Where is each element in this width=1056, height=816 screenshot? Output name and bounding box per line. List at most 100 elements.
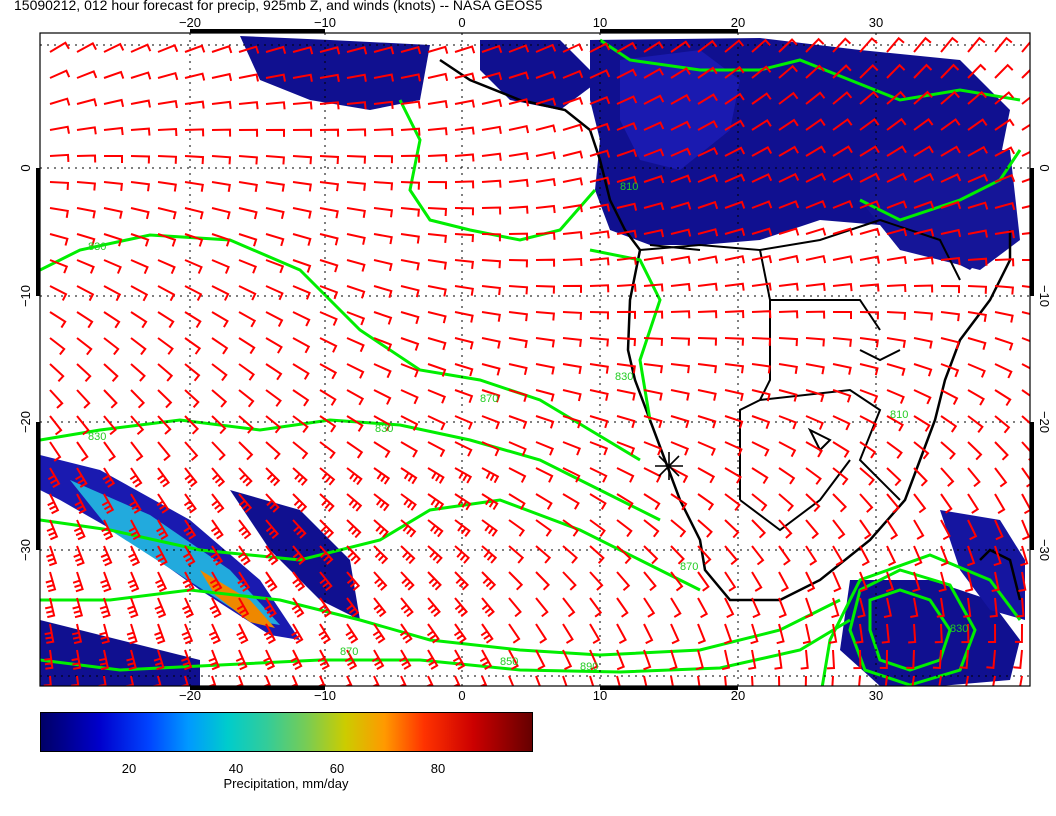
colorbar-container <box>40 712 533 752</box>
wind-barb-icon <box>724 571 737 592</box>
wind-barb-icon <box>643 363 664 374</box>
wind-barb-icon <box>751 173 773 183</box>
lon-label: −10 <box>314 15 336 30</box>
wind-barb-icon <box>859 63 879 79</box>
wind-barb-icon <box>724 441 743 457</box>
wind-barb-icon <box>697 255 719 264</box>
wind-barb-icon <box>238 155 258 165</box>
wind-barb-icon <box>643 310 664 319</box>
wind-barb-icon <box>616 41 637 53</box>
wind-barb-icon <box>454 545 471 564</box>
wind-barb-icon <box>589 230 610 239</box>
wind-barb-icon <box>616 389 636 401</box>
wind-barb-icon <box>832 415 851 431</box>
wind-barb-icon <box>481 337 501 349</box>
wind-barb-icon <box>940 36 959 53</box>
wind-barb-icon <box>778 493 795 512</box>
wind-barb-icon <box>427 99 448 109</box>
wind-barb-icon <box>940 173 962 183</box>
wind-barb-icon <box>238 337 256 355</box>
wind-barb-icon <box>454 233 475 243</box>
colorbar-tick: 20 <box>121 761 137 776</box>
wind-barb-icon <box>102 467 116 488</box>
wind-barb-icon <box>319 233 339 246</box>
wind-barb-icon <box>319 545 334 565</box>
wind-barb-icon <box>963 597 972 618</box>
wind-barb-icon <box>400 441 418 458</box>
wind-barb-icon <box>211 259 230 274</box>
wind-barb-icon <box>940 145 961 157</box>
wind-barb-icon <box>346 73 367 82</box>
wind-barb-icon <box>913 228 935 237</box>
wind-barb-icon <box>832 493 848 513</box>
wind-barb-icon <box>508 151 529 161</box>
wind-barb-icon <box>238 389 255 408</box>
wind-barb-icon <box>932 649 942 670</box>
wind-barb-icon <box>157 311 175 329</box>
precip-se-low <box>840 580 1020 686</box>
wind-barb-icon <box>832 545 844 566</box>
wind-barb-icon <box>346 155 367 164</box>
wind-barb-icon <box>184 363 201 382</box>
wind-barb-icon <box>130 311 148 329</box>
wind-barb-icon <box>454 571 470 591</box>
wind-barb-icon <box>427 45 449 54</box>
wind-barb-icon <box>508 519 525 537</box>
wind-barb-icon <box>319 207 339 219</box>
wind-barb-icon <box>616 467 635 483</box>
wind-barb-icon <box>967 415 984 433</box>
wind-barb-icon <box>292 101 313 110</box>
wind-barb-icon <box>76 181 96 191</box>
wind-barb-icon <box>724 493 741 511</box>
wind-barb-icon <box>616 202 638 211</box>
wind-barb-icon <box>76 126 97 135</box>
colorbar-tick: 60 <box>329 761 345 776</box>
wind-barb-icon <box>832 255 853 264</box>
wind-barb-icon <box>965 571 974 593</box>
wind-barb-icon <box>98 649 109 671</box>
wind-barb-icon <box>778 227 800 236</box>
lon-labels-bottom: −20 −10 0 10 20 30 <box>179 688 883 700</box>
wind-barb-icon <box>778 282 799 291</box>
wind-barb-icon <box>535 258 556 267</box>
wind-barb-icon <box>804 597 814 619</box>
wind-barb-icon <box>751 675 754 686</box>
wind-barb-icon <box>886 545 897 567</box>
wind-barb-icon <box>71 649 82 670</box>
wind-barb-icon <box>778 38 798 53</box>
wind-barb-icon <box>643 94 665 105</box>
wind-barb-icon <box>427 389 446 404</box>
precip-sw-corner <box>40 620 200 686</box>
wind-barb-icon <box>319 571 333 592</box>
wind-barb-icon <box>72 571 84 593</box>
wind-barb-icon <box>967 363 986 378</box>
wind-barb-icon <box>103 126 124 136</box>
wind-barb-icon <box>589 675 595 686</box>
wind-barb-icon <box>859 117 880 131</box>
wind-barb-icon <box>724 119 745 131</box>
wind-barb-icon <box>265 155 285 165</box>
forecast-map: 830 810 830 870 830 810 890 870 850 870 … <box>18 15 1052 700</box>
wind-barb-icon <box>76 337 93 356</box>
wind-barb-icon <box>265 128 285 137</box>
wind-barb-icon <box>697 93 718 105</box>
lat-label: −30 <box>1037 539 1052 561</box>
wind-barb-icon <box>913 90 933 105</box>
wind-barb-icon <box>562 545 579 564</box>
wind-barb-icon <box>238 259 257 274</box>
wind-barb-icon <box>940 257 961 266</box>
wind-barb-icon <box>643 201 665 211</box>
wind-barb-icon <box>76 233 96 247</box>
wind-barb-icon <box>859 145 880 157</box>
wind-barb-icon <box>832 337 852 347</box>
wind-barb-icon <box>562 337 583 348</box>
wind-barb-icon <box>562 204 583 213</box>
wind-barb-icon <box>49 181 70 190</box>
wind-barb-icon <box>805 545 818 566</box>
wind-barb-icon <box>616 310 636 319</box>
wind-barb-icon <box>157 389 173 409</box>
wind-barb-icon <box>805 310 826 319</box>
wind-barb-icon <box>778 363 798 374</box>
wind-barb-icon <box>751 227 773 236</box>
wind-barb-icon <box>184 72 206 81</box>
